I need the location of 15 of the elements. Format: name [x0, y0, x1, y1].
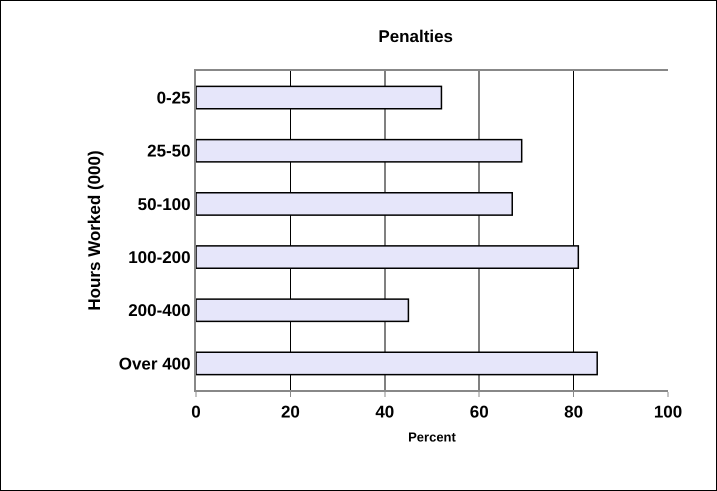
- y-tick-label: 0-25: [156, 88, 191, 108]
- x-tick-label: 100: [654, 402, 682, 422]
- y-tick-label: 200-400: [128, 301, 191, 320]
- y-tick-label: 25-50: [147, 142, 191, 161]
- x-tick-label: 0: [191, 402, 201, 422]
- x-tick-label: 40: [375, 402, 394, 422]
- x-axis-title: Percent: [408, 430, 457, 444]
- x-tick-label: 60: [470, 402, 489, 422]
- y-tick-label: Over 400: [118, 354, 191, 374]
- x-tick-label: 20: [280, 402, 300, 422]
- x-tick-label: 80: [564, 402, 584, 422]
- y-axis-title: Hours Worked (000): [84, 150, 104, 311]
- chart-title: Penalties: [378, 27, 454, 46]
- y-tick-label: 50-100: [138, 194, 191, 214]
- y-tick-label: 100-200: [128, 248, 191, 268]
